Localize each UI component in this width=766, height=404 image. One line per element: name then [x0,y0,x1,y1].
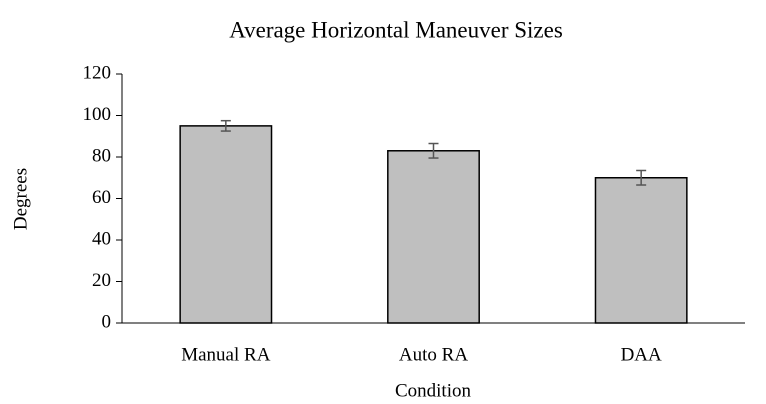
y-tick-label: 20 [92,270,111,291]
x-tick-label: Manual RA [181,344,270,365]
x-tick-label: DAA [621,344,662,365]
y-tick-label: 60 [92,187,111,208]
x-axis-label: Condition [395,380,472,401]
y-tick-label: 40 [92,228,111,249]
y-axis-label: Degrees [10,168,31,230]
bar [179,125,273,324]
x-tick-label: Auto RA [399,344,468,365]
chart-title: Average Horizontal Maneuver Sizes [229,17,563,42]
y-tick-label: 100 [83,104,112,125]
y-tick-label: 0 [102,311,112,332]
bar [594,177,688,324]
y-tick-label: 80 [92,145,111,166]
bar [387,150,480,324]
y-tick-label: 120 [83,62,112,83]
